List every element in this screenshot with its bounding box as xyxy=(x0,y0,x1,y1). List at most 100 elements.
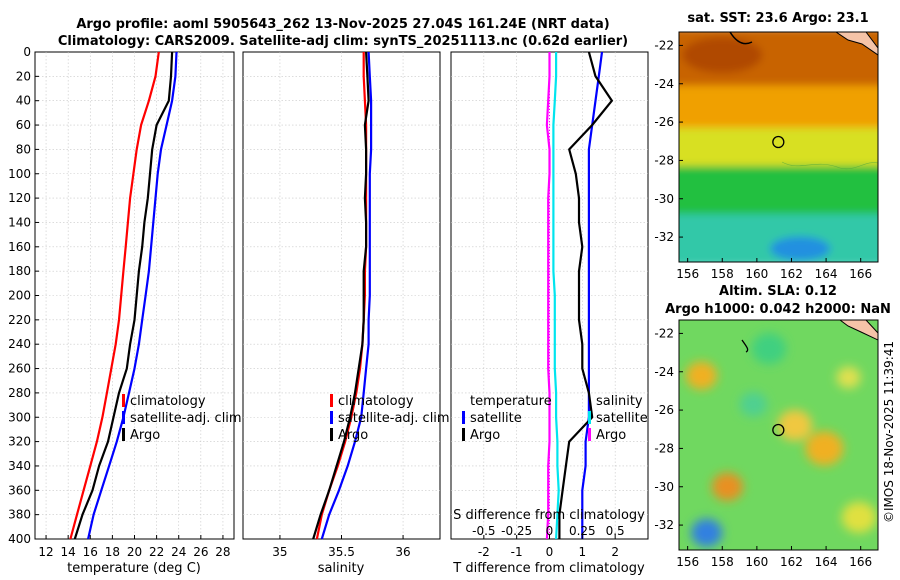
s-difference-label: S difference from climatology xyxy=(453,508,645,523)
legend-swatch-t-satellite xyxy=(462,411,465,424)
sst-cool-patch xyxy=(770,236,831,261)
legend-swatch-argo xyxy=(122,428,125,441)
y-tick-label: -30 xyxy=(654,480,674,494)
sst-y-ticks: -22 -24 -26 -28 -30 -32 xyxy=(654,38,683,244)
legend-climatology: climatology xyxy=(130,394,206,409)
figure-title-line1: Argo profile: aoml 5905643_262 13-Nov-20… xyxy=(76,17,609,32)
x-tick-label: -2 xyxy=(478,545,490,559)
argo-position-marker xyxy=(772,423,785,437)
t-difference-label: T difference from climatology xyxy=(452,561,645,576)
y-tick-label: 140 xyxy=(8,215,31,229)
sla-anomaly xyxy=(836,366,861,389)
land-new-caledonia xyxy=(835,32,878,56)
temperature-panel: 12 14 16 18 20 22 24 26 28 0 20 40 60 80 100 120 140 160… xyxy=(8,45,242,576)
sst-map-panel: sat. SST: 23.6 Argo: 23.1 156 158 160 162 16… xyxy=(654,11,879,281)
series-satellite-adj-clim xyxy=(320,51,373,540)
x-tick-label: 164 xyxy=(815,555,838,569)
x-tick-label: 162 xyxy=(780,555,803,569)
x-tick-label: 160 xyxy=(745,555,768,569)
difference-x-ticks: -2 -1 0 1 2 xyxy=(478,535,619,559)
sla-anomaly xyxy=(711,472,744,501)
x-tick-label: 18 xyxy=(105,545,120,559)
x-tick-label: 24 xyxy=(171,545,186,559)
legend-s-argo: Argo xyxy=(596,428,626,443)
land-new-caledonia xyxy=(839,320,878,341)
legend-satellite-adj: satellite-adj. clim xyxy=(130,411,242,426)
y-tick-label: 400 xyxy=(8,532,31,546)
salinity-series xyxy=(312,51,373,540)
y-tick-label: 360 xyxy=(8,483,31,497)
y-tick-label: 200 xyxy=(8,289,31,303)
y-tick-label: -30 xyxy=(654,192,674,206)
coastline-contour xyxy=(729,32,753,45)
legend-swatch-satellite-adj xyxy=(330,411,333,424)
x-tick-label: 35.5 xyxy=(328,545,355,559)
x-tick-label: 166 xyxy=(849,555,872,569)
sst-warm-patch xyxy=(682,37,763,73)
legend-temperature-header: temperature xyxy=(470,394,552,409)
x-tick-label: 35 xyxy=(272,545,287,559)
legend-s-satellite: satellite xyxy=(596,411,648,426)
y-tick-label: 100 xyxy=(8,167,31,181)
sla-anomaly xyxy=(777,409,813,441)
series-climatology xyxy=(69,51,160,540)
legend-salinity-header: salinity xyxy=(596,394,643,409)
s-tick-label: -0.25 xyxy=(501,524,532,538)
y-tick-label: 380 xyxy=(8,508,31,522)
x-tick-label: 28 xyxy=(215,545,230,559)
x-tick-label: 158 xyxy=(711,555,734,569)
x-tick-label: 22 xyxy=(149,545,164,559)
x-tick-label: 16 xyxy=(83,545,98,559)
y-tick-label: 280 xyxy=(8,386,31,400)
sla-x-ticks: 156 158 160 162 164 166 xyxy=(676,546,872,569)
legend-swatch-climatology xyxy=(330,394,333,407)
sla-color-field xyxy=(685,333,877,547)
y-tick-label: -28 xyxy=(654,441,674,455)
sla-map-panel: Altim. SLA: 0.12 Argo h1000: 0.042 h2000… xyxy=(654,284,890,569)
sst-map-title: sat. SST: 23.6 Argo: 23.1 xyxy=(687,11,868,26)
y-tick-label: 60 xyxy=(16,118,31,132)
x-tick-label: -1 xyxy=(511,545,523,559)
series-s-argo xyxy=(545,52,551,540)
difference-legend-temperature: temperature satellite Argo xyxy=(462,394,552,443)
y-tick-label: 260 xyxy=(8,362,31,376)
x-tick-label: 14 xyxy=(61,545,76,559)
y-tick-label: -24 xyxy=(654,365,674,379)
sla-anomaly xyxy=(691,518,723,547)
coastline-contour xyxy=(741,339,749,353)
temperature-legend: climatology satellite-adj. clim Argo xyxy=(122,394,242,443)
legend-t-argo: Argo xyxy=(470,428,500,443)
sla-anomaly xyxy=(805,431,844,466)
y-tick-label: -22 xyxy=(654,38,674,52)
series-t-argo xyxy=(558,51,614,539)
y-tick-label: 0 xyxy=(23,45,31,59)
sst-x-ticks: 156 158 160 162 164 166 xyxy=(676,258,872,281)
figure-title-line2: Climatology: CARS2009. Satellite-adj cli… xyxy=(58,34,628,49)
x-tick-label: 158 xyxy=(711,267,734,281)
x-tick-label: 162 xyxy=(780,267,803,281)
sla-map-subtitle: Argo h1000: 0.042 h2000: NaN xyxy=(665,302,891,317)
y-tick-label: 180 xyxy=(8,264,31,278)
series-satellite-adj-clim xyxy=(87,51,178,540)
y-tick-label: 220 xyxy=(8,313,31,327)
sla-anomaly xyxy=(739,391,768,417)
salinity-x-ticks: 35 35.5 36 xyxy=(272,535,411,559)
sla-map-frame xyxy=(678,319,879,551)
sla-anomaly xyxy=(685,361,718,390)
temperature-x-ticks: 12 14 16 18 20 22 24 26 28 xyxy=(38,535,231,559)
legend-swatch-satellite-adj xyxy=(122,411,125,424)
y-tick-label: 160 xyxy=(8,240,31,254)
y-tick-label: 300 xyxy=(8,410,31,424)
sst-map-frame xyxy=(678,31,879,263)
sst-band xyxy=(679,85,878,136)
depth-y-ticks: 0 20 40 60 80 100 120 140 160 180 200 220 240 260 280 3… xyxy=(8,45,39,546)
temperature-x-label: temperature (deg C) xyxy=(67,561,201,576)
salinity-x-label: salinity xyxy=(318,561,365,576)
y-tick-label: 340 xyxy=(8,459,31,473)
copyright-stamp: ©IMOS 18-Nov-2025 11:39:41 xyxy=(882,341,896,523)
x-tick-label: 156 xyxy=(676,267,699,281)
x-tick-label: 36 xyxy=(395,545,410,559)
x-tick-label: 156 xyxy=(676,555,699,569)
series-argo xyxy=(312,51,370,540)
